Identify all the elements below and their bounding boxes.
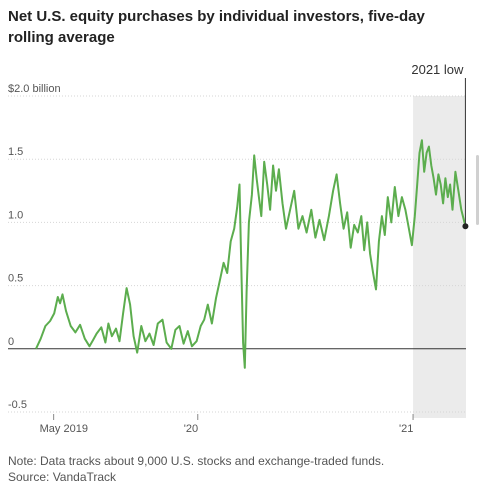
y-tick-label: -0.5 [8,399,27,411]
y-tick-label: 0.5 [8,273,23,285]
y-tick-label: $2.0 billion [8,83,61,95]
chart-title: Net U.S. equity purchases by individual … [8,8,425,46]
series-line [35,139,467,369]
note-text: Note: Data tracks about 9,000 U.S. stock… [8,454,385,468]
x-tick-label: '21 [399,423,413,435]
y-tick-label: 1.5 [8,146,23,158]
line-chart: $2.0 billion 1.5 1.0 0.5 0 -0.5 May 2019 '20 '2… [8,62,469,435]
x-axis: May 2019 '20 '21 [40,414,414,435]
source-text: Source: VandaTrack [8,470,117,484]
footnote: Note: Data tracks about 9,000 U.S. stock… [8,453,384,485]
x-tick-label: May 2019 [40,423,88,435]
annotation-label: 2021 low [411,62,464,77]
y-tick-label: 0 [8,336,14,348]
y-tick-label: 1.0 [8,209,23,221]
x-tick-label: '20 [184,423,198,435]
y-axis: $2.0 billion 1.5 1.0 0.5 0 -0.5 [8,83,466,413]
annotation-point [462,223,469,230]
scrollbar-thumb[interactable] [476,155,479,225]
